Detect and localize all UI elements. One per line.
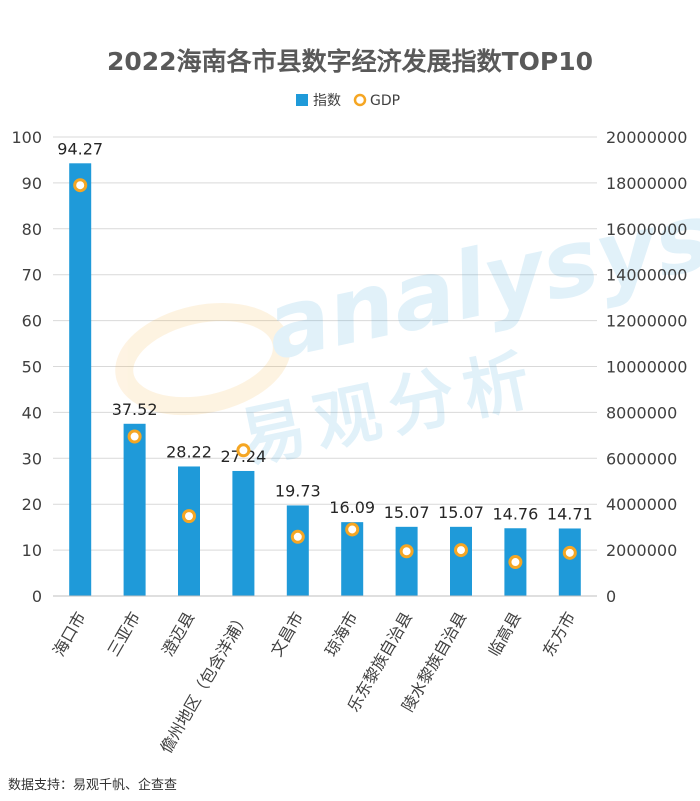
legend-bar-swatch — [296, 94, 308, 106]
bar-value-label: 14.76 — [492, 504, 538, 523]
bar — [450, 526, 472, 596]
legend: 指数 GDP — [296, 93, 400, 109]
x-tick-label: 三亚市 — [104, 609, 144, 660]
y-left-tick-label: 90 — [22, 174, 42, 193]
y-right-tick-label: 4000000 — [606, 495, 677, 514]
gdp-point — [508, 555, 523, 570]
y-right-tick-label: 10000000 — [606, 358, 687, 377]
y-right-tick-label: 14000000 — [606, 266, 687, 285]
chart-title: 2022海南各市县数字经济发展指数TOP10 — [107, 47, 593, 76]
watermark-logo-ring — [115, 303, 291, 416]
bar-value-label: 15.07 — [384, 503, 430, 522]
gdp-point — [73, 178, 88, 193]
y-right-tick-label: 8000000 — [606, 403, 677, 422]
bar-value-label: 19.73 — [275, 481, 321, 500]
bar-value-label: 14.71 — [547, 504, 593, 523]
legend-index-label: 指数 — [313, 93, 341, 109]
bar — [69, 163, 92, 596]
x-tick-label: 东方市 — [539, 609, 579, 660]
gdp-point — [345, 522, 360, 537]
gdp-point — [399, 544, 414, 559]
x-axis: 海口市 三亚市 澄迈县儋州地区（包含洋浦） 文昌市 琼海市乐东黎族自治县陵水黎族自治县临… — [49, 595, 597, 757]
bar-series — [69, 163, 581, 596]
bar — [123, 423, 146, 596]
gdp-point — [290, 529, 305, 544]
y-left-tick-label: 30 — [22, 449, 42, 468]
x-tick-label: 澄迈县 — [158, 609, 198, 660]
bar — [395, 526, 418, 596]
source-note: 数据支持：易观千帆、企查查 — [8, 778, 178, 793]
y-right-tick-label: 0 — [606, 587, 616, 606]
bar-value-label: 15.07 — [438, 503, 484, 522]
bar — [341, 522, 364, 596]
gdp-point — [562, 545, 577, 560]
y-left-tick-label: 60 — [22, 312, 42, 331]
x-tick-label: 海口市 — [49, 609, 89, 660]
x-tick-label: 文昌市 — [267, 609, 307, 660]
bar-value-label: 94.27 — [57, 139, 103, 158]
y-right-tick-label: 12000000 — [606, 312, 687, 331]
y-right-tick-label: 6000000 — [606, 449, 677, 468]
bar-value-label: 28.22 — [166, 442, 212, 461]
bar — [286, 505, 309, 596]
bar-value-label: 37.52 — [112, 400, 158, 419]
y-left-tick-label: 100 — [11, 128, 42, 147]
legend-gdp-label: GDP — [370, 93, 400, 109]
gdp-point — [127, 429, 142, 444]
y-left-tick-label: 40 — [22, 403, 42, 422]
x-tick-label: 琼海市 — [321, 609, 361, 660]
data-labels: 94.2737.5228.2227.2419.7316.0915.0715.07… — [57, 139, 592, 523]
gdp-point — [182, 509, 196, 524]
x-tick-label: 临高县 — [484, 609, 524, 660]
y-left-tick-label: 10 — [22, 541, 42, 560]
bar-value-label: 16.09 — [329, 498, 375, 517]
bar — [558, 528, 581, 596]
y-axis-left: 0 10 20 30 40 50 60 70 80 90 100 — [11, 128, 42, 606]
y-left-tick-label: 0 — [32, 587, 42, 606]
y-left-tick-label: 70 — [22, 266, 42, 285]
bar — [232, 470, 255, 596]
gdp-point — [454, 543, 468, 558]
bar — [178, 466, 200, 596]
y-right-tick-label: 16000000 — [606, 220, 687, 239]
y-left-tick-label: 50 — [22, 358, 42, 377]
y-axis-right: 0 2000000 4000000 6000000 8000000 10000000 120… — [606, 128, 687, 606]
y-left-tick-label: 80 — [22, 220, 42, 239]
gdp-point — [236, 443, 251, 458]
y-right-tick-label: 2000000 — [606, 541, 677, 560]
y-right-tick-label: 18000000 — [606, 174, 687, 193]
y-right-tick-label: 20000000 — [606, 128, 687, 147]
legend-gdp-swatch — [353, 93, 367, 107]
gdp-series — [73, 178, 577, 570]
y-left-tick-label: 20 — [22, 495, 42, 514]
